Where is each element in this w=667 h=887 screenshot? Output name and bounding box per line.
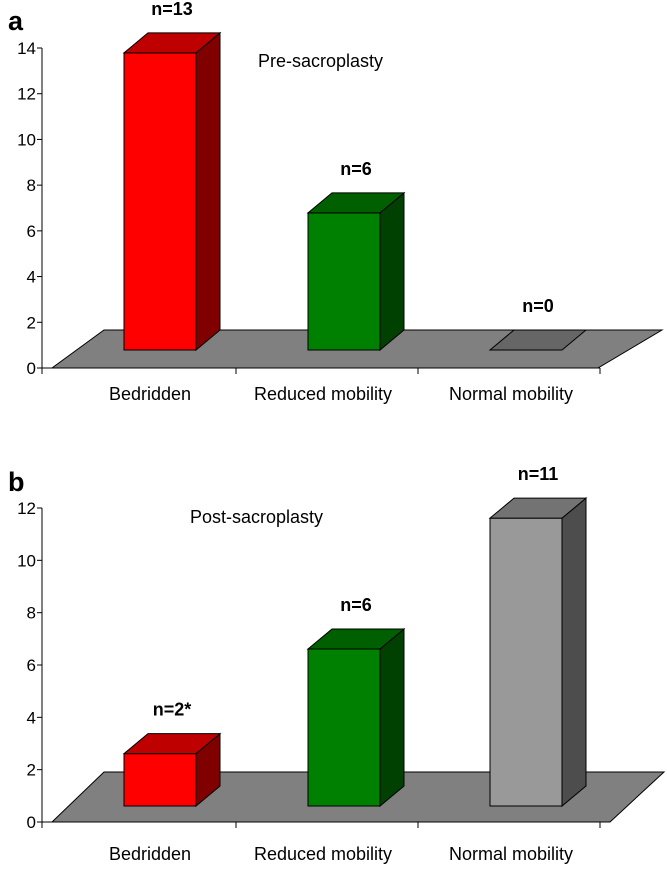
panel-a-bar: n=6 (306, 159, 406, 352)
panel-b-ytick-label: 10 (17, 551, 36, 570)
panel-a-data-label: n=13 (151, 0, 193, 19)
panel-b-category-label: Reduced mobility (254, 844, 392, 864)
panel-b-bar: n=11 (488, 464, 588, 808)
panel-a-category-label: Reduced mobility (254, 384, 392, 404)
panel-a-annotation: Pre-sacroplasty (258, 51, 383, 71)
panel-b-bar: n=6 (306, 595, 406, 808)
panel-b-ytick-label: 12 (17, 499, 36, 518)
panel-a-ytick-label: 2 (27, 313, 36, 332)
panel-b-bar-front (123, 753, 197, 807)
panel-b-letter: b (8, 467, 25, 497)
panel-b-bar: n=2* (122, 700, 222, 808)
panel-a-bar-front (123, 52, 197, 351)
panel-b-category-label: Normal mobility (449, 844, 573, 864)
panel-a-ytick-label: 4 (27, 268, 36, 287)
panel-b-ytick-label: 0 (27, 813, 36, 832)
panel-a-ytick-label: 10 (17, 130, 36, 149)
panel-a-bar-front (307, 212, 381, 351)
panel-a-letter: a (8, 6, 24, 36)
panel-b-data-label: n=11 (518, 464, 559, 484)
panel-b-ytick-label: 2 (27, 761, 36, 780)
panel-a-ytick-label: 8 (27, 176, 36, 195)
panel-a-ytick-label: 12 (17, 85, 36, 104)
panel-b-chart: b Post-sacroplasty 0 2 4 6 8 10 12 Bedridden Red… (8, 464, 666, 864)
panel-b-bar-top (488, 497, 588, 519)
panel-a-bar: n=0 (488, 296, 588, 351)
panel-a-data-label: n=0 (522, 296, 554, 316)
panel-b-bar-top (306, 628, 406, 650)
panel-a-category-label: Bedridden (109, 384, 191, 404)
panel-b-category-label: Bedridden (109, 844, 191, 864)
panel-b-bar-front (489, 517, 563, 807)
panel-b-ytick-label: 6 (27, 656, 36, 675)
panel-a-bar-side (379, 191, 405, 352)
panel-a-chart: a Pre-sacroplasty 0 2 4 6 8 10 12 14 Bedridden Re… (8, 0, 664, 404)
panel-b-annotation: Post-sacroplasty (190, 507, 323, 527)
panel-a-bar-top (488, 329, 588, 351)
panel-a-ytick-label: 0 (27, 359, 36, 378)
panel-a-bar-top (306, 192, 406, 214)
panel-a-bar: n=13 (122, 0, 222, 352)
panel-b-data-label: n=6 (340, 595, 372, 615)
panel-b-bar-side (379, 627, 405, 808)
panel-a-bar-side (195, 31, 221, 352)
panel-a-data-label: n=6 (340, 159, 372, 179)
panel-a-category-label: Normal mobility (449, 384, 573, 404)
panel-a-bar-top (122, 32, 222, 54)
panel-b-bar-side (561, 497, 587, 808)
panel-b-ytick-label: 8 (27, 604, 36, 623)
panel-b-bar-front (307, 648, 381, 807)
panel-b-data-label: n=2* (153, 700, 192, 720)
panel-b-bar-top (122, 733, 222, 755)
panel-a-ytick-label: 6 (27, 222, 36, 241)
panel-a-ytick-label: 14 (17, 39, 36, 58)
panel-b-ytick-label: 4 (27, 708, 36, 727)
